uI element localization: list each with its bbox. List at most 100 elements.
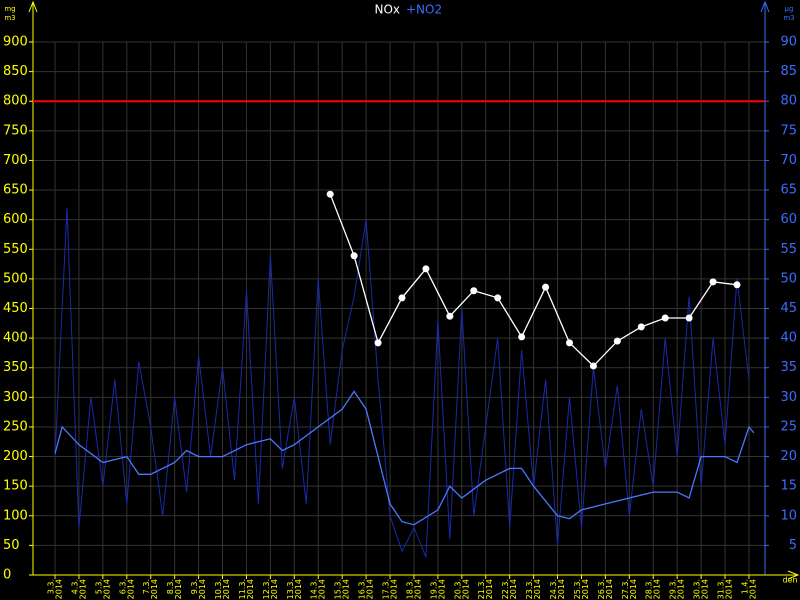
x-tick-year: 2014 bbox=[198, 579, 207, 599]
y-tick-label: 150 bbox=[3, 479, 28, 494]
y2-tick-label: 5 bbox=[789, 538, 797, 553]
data-point bbox=[422, 265, 430, 273]
x-tick-label: 11.3. bbox=[238, 579, 247, 599]
x-tick-label: 17.3. bbox=[382, 579, 391, 599]
y-tick-label: 750 bbox=[3, 123, 28, 138]
x-tick-label: 27.3. bbox=[621, 579, 630, 599]
y2-tick-label: 40 bbox=[780, 331, 797, 346]
y2-tick-label: 70 bbox=[780, 153, 797, 168]
y-unit-num: mg bbox=[4, 5, 15, 13]
y2-tick-label: 15 bbox=[780, 479, 797, 494]
data-point bbox=[446, 312, 454, 320]
y2-tick-label: 75 bbox=[780, 123, 797, 138]
data-point bbox=[733, 281, 741, 289]
data-point bbox=[661, 314, 669, 322]
data-point bbox=[542, 283, 550, 291]
series-line bbox=[54, 207, 750, 558]
chart-subtitle: +NO2 bbox=[406, 3, 442, 17]
x-tick-label: 25.3. bbox=[573, 579, 582, 599]
x-tick-label: 28.3. bbox=[645, 579, 654, 599]
x-tick-label: 12.3. bbox=[262, 579, 271, 599]
x-tick-year: 2014 bbox=[509, 579, 518, 599]
x-tick-label: 5.3. bbox=[94, 579, 103, 594]
x-axis-arrow bbox=[787, 570, 800, 580]
y-tick-label: 450 bbox=[3, 301, 28, 316]
x-tick-label: 29.3. bbox=[669, 579, 678, 599]
y-tick-label: 350 bbox=[3, 360, 28, 375]
x-tick-year: 2014 bbox=[413, 579, 422, 599]
x-tick-label: 15.3. bbox=[334, 579, 343, 599]
y-tick-label: 400 bbox=[3, 331, 28, 346]
x-tick-year: 2014 bbox=[390, 579, 399, 599]
x-tick-year: 2014 bbox=[55, 579, 64, 599]
data-point bbox=[589, 362, 597, 370]
x-tick-label: 8.3. bbox=[166, 579, 175, 594]
x-tick-year: 2014 bbox=[437, 579, 446, 599]
x-tick-year: 2014 bbox=[557, 579, 566, 599]
x-tick-year: 2014 bbox=[174, 579, 183, 599]
y2-tick-label: 30 bbox=[780, 390, 797, 405]
y2-tick-label: 50 bbox=[780, 271, 797, 286]
y2-tick-label: 65 bbox=[780, 183, 797, 198]
y2-unit-num: µg bbox=[785, 5, 794, 13]
y2-tick-label: 45 bbox=[780, 301, 797, 316]
x-tick-year: 2014 bbox=[78, 579, 87, 599]
x-tick-year: 2014 bbox=[318, 579, 327, 599]
y-axis-arrow bbox=[28, 0, 38, 13]
y-tick-label: 600 bbox=[3, 212, 28, 227]
x-tick-label: 23.3. bbox=[525, 579, 534, 599]
x-tick-year: 2014 bbox=[270, 579, 279, 599]
x-tick-year: 2014 bbox=[342, 579, 351, 599]
x-tick-label: 3.3. bbox=[47, 579, 56, 594]
y2-tick-label: 35 bbox=[780, 360, 797, 375]
x-tick-year: 2014 bbox=[294, 579, 303, 599]
series-line bbox=[329, 193, 738, 367]
x-tick-year: 2014 bbox=[629, 579, 638, 599]
data-point bbox=[685, 314, 693, 322]
y-tick-label: 650 bbox=[3, 183, 28, 198]
data-point bbox=[398, 294, 406, 302]
x-tick-label: 1.4. bbox=[740, 579, 749, 594]
x-tick-label: 26.3. bbox=[597, 579, 606, 599]
x-tick-label: 21.3. bbox=[477, 579, 486, 599]
x-tick-label: 24.3. bbox=[549, 579, 558, 599]
y-tick-label: 200 bbox=[3, 449, 28, 464]
y-tick-label: 900 bbox=[3, 35, 28, 50]
x-tick-label: 4.3. bbox=[70, 579, 79, 594]
x-tick-label: 19.3. bbox=[429, 579, 438, 599]
y2-tick-label: 55 bbox=[780, 242, 797, 257]
data-point bbox=[518, 333, 526, 341]
y2-tick-label: 20 bbox=[780, 449, 797, 464]
data-point bbox=[565, 339, 573, 347]
y2-unit-den: m3 bbox=[783, 14, 794, 22]
y-tick-label: 0 bbox=[3, 568, 11, 583]
x-tick-label: 13.3. bbox=[286, 579, 295, 599]
y-tick-label: 850 bbox=[3, 64, 28, 79]
y-tick-label: 800 bbox=[3, 94, 28, 109]
x-tick-year: 2014 bbox=[485, 579, 494, 599]
y2-tick-label: 10 bbox=[780, 508, 797, 523]
x-tick-label: 31.3. bbox=[717, 579, 726, 599]
x-tick-year: 2014 bbox=[581, 579, 590, 599]
x-tick-label: 7.3. bbox=[142, 579, 151, 594]
y-unit-den: m3 bbox=[4, 14, 15, 22]
x-tick-label: 9.3. bbox=[190, 579, 199, 594]
x-tick-year: 2014 bbox=[701, 579, 710, 599]
data-point bbox=[494, 294, 502, 302]
y-tick-label: 550 bbox=[3, 242, 28, 257]
data-point bbox=[326, 190, 334, 198]
x-tick-year: 2014 bbox=[533, 579, 542, 599]
x-tick-year: 2014 bbox=[150, 579, 159, 599]
y2-tick-label: 60 bbox=[780, 212, 797, 227]
y2-tick-label: 85 bbox=[780, 64, 797, 79]
data-point bbox=[637, 323, 645, 331]
x-tick-year: 2014 bbox=[677, 579, 686, 599]
x-tick-year: 2014 bbox=[246, 579, 255, 599]
data-point bbox=[350, 252, 358, 260]
x-tick-label: 10.3. bbox=[214, 579, 223, 599]
y-tick-label: 300 bbox=[3, 390, 28, 405]
x-tick-year: 2014 bbox=[461, 579, 470, 599]
y2-axis-arrow bbox=[760, 0, 770, 13]
x-tick-label: 22.3. bbox=[501, 579, 510, 599]
